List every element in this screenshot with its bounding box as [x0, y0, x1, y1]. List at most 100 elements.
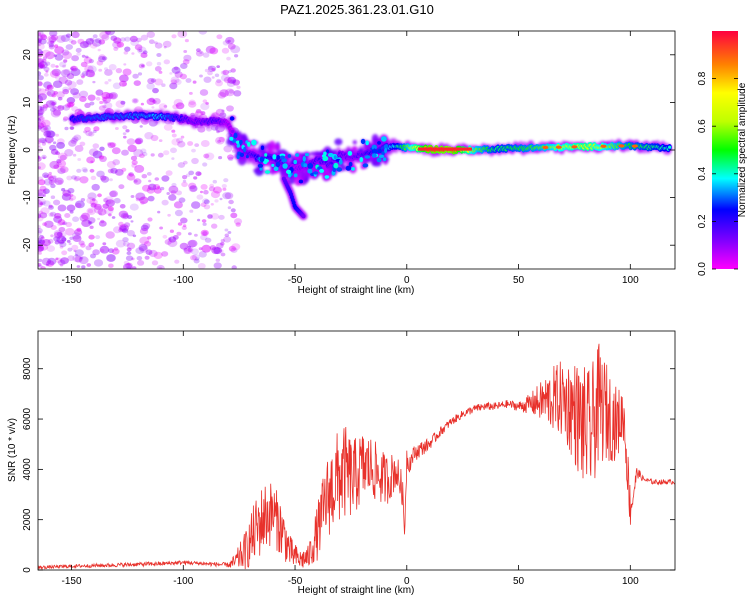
speckle-mark [177, 140, 186, 148]
speckle-mark [115, 100, 126, 108]
speckle-mark [183, 246, 194, 254]
speckle-mark [45, 51, 55, 60]
speckle-mark [87, 192, 97, 200]
speckle-mark [56, 141, 65, 149]
speckle-mark [64, 79, 73, 86]
speckle-mark [52, 141, 57, 145]
speckle-mark [142, 50, 148, 55]
speckle-mark [133, 149, 144, 157]
speckle-mark [158, 70, 163, 74]
speckle-mark [57, 204, 67, 212]
speckle-mark [70, 88, 79, 96]
speckle-mark [108, 263, 114, 268]
speckle-mark [189, 185, 198, 192]
speckle-mark [62, 221, 68, 225]
blob-peak [323, 151, 327, 156]
speckle-mark [161, 83, 166, 87]
speckle-mark [181, 225, 187, 230]
speckle-mark [77, 108, 82, 112]
speckle-mark [148, 179, 152, 183]
speckle-mark [218, 136, 225, 142]
y-tick-label: 6000 [22, 407, 33, 430]
blob-peak [381, 136, 387, 142]
blob-peak [319, 168, 325, 173]
speckle-mark [94, 203, 102, 210]
speckle-mark [62, 118, 67, 122]
speckle-mark [172, 104, 179, 110]
speckle-mark [61, 222, 66, 226]
blob-peak [247, 141, 251, 147]
speckle-mark [50, 183, 56, 189]
speckle-mark [60, 166, 69, 174]
speckle-mark [103, 206, 114, 215]
speckle-mark [79, 41, 89, 49]
colorbar-gradient [712, 31, 738, 269]
speckle-mark [195, 171, 202, 177]
speckle-mark [86, 207, 96, 215]
speckle-mark [102, 100, 108, 105]
speckle-mark [38, 142, 41, 148]
blob-peak [371, 144, 377, 150]
speckle-mark [67, 255, 75, 262]
speckle-mark [64, 149, 74, 157]
speckle-mark [225, 36, 235, 45]
speckle-mark [231, 243, 241, 251]
speckle-mark [98, 39, 106, 45]
speckle-mark [230, 68, 236, 73]
speckle-mark [92, 143, 100, 149]
speckle-mark [66, 239, 71, 243]
speckle-mark [97, 208, 107, 216]
blob-mark [352, 140, 357, 145]
speckle-mark [49, 31, 58, 37]
speckle-mark [38, 48, 43, 56]
speckle-mark [139, 227, 149, 235]
speckle-mark [38, 215, 44, 222]
speckle-mark [146, 172, 152, 176]
speckle-mark [54, 75, 61, 80]
speckle-mark [230, 247, 238, 253]
speckle-mark [122, 241, 130, 247]
speckle-mark [148, 39, 155, 44]
speckle-mark [38, 31, 44, 37]
speckle-mark [89, 37, 95, 42]
speckle-mark [55, 257, 59, 261]
speckle-mark [48, 212, 54, 217]
speckle-mark [197, 172, 202, 176]
speckle-mark [177, 162, 186, 168]
speckle-mark [148, 249, 158, 258]
speckle-mark [40, 34, 48, 41]
speckle-mark [179, 242, 189, 250]
speckle-mark [60, 69, 71, 78]
speckle-mark [56, 91, 65, 99]
speckle-mark [122, 213, 129, 219]
speckle-mark [53, 229, 63, 237]
blob-peak [276, 155, 281, 160]
speckle-mark [223, 178, 229, 183]
speckle-mark [234, 54, 239, 58]
speckle-mark [109, 190, 119, 198]
speckle-mark [131, 163, 137, 168]
speckle-mark [38, 122, 44, 130]
blob-peak [272, 154, 277, 160]
speckle-mark [198, 31, 208, 35]
speckle-mark [70, 138, 78, 144]
x-tick-label: -150 [62, 275, 82, 286]
speckle-mark [66, 175, 73, 181]
speckle-mark [163, 46, 167, 49]
blob-peak [365, 140, 370, 146]
speckle-mark [109, 142, 117, 148]
speckle-mark [152, 98, 161, 105]
speckle-mark [75, 47, 82, 53]
speckle-mark [125, 262, 133, 269]
x-tick-label: -100 [173, 275, 193, 286]
speckle-mark [150, 134, 159, 142]
speckle-mark [205, 45, 216, 54]
speckle-mark [50, 63, 56, 68]
speckle-mark [48, 43, 54, 48]
speckle-mark [93, 259, 104, 267]
speckle-mark [123, 51, 129, 55]
blob-peak [362, 163, 369, 168]
speckle-mark [55, 133, 59, 137]
speckle-mark [74, 175, 81, 181]
speckle-mark [39, 64, 46, 69]
